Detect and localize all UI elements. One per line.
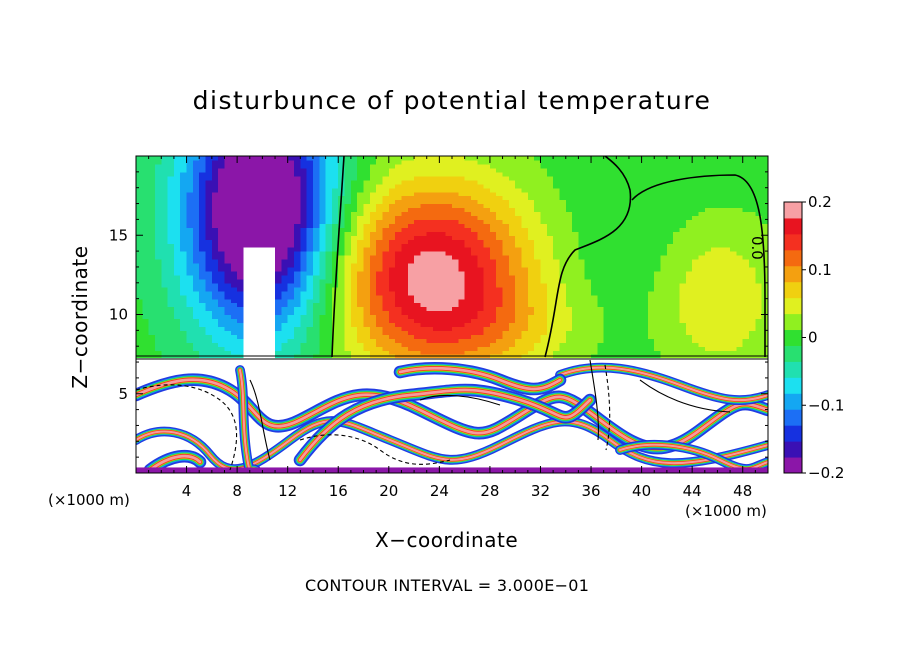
x-tick-label: 44 [683,482,702,500]
colorbar-swatch [784,265,802,283]
x-unit-right: (×1000 m) [685,502,767,520]
colorbar-tick-label: 0 [808,329,818,347]
colorbar-swatch [784,441,802,458]
y-tick-label: 5 [118,385,128,403]
x-tick-label: 24 [430,482,449,500]
colorbar-swatch [784,249,802,267]
y-axis: 5 10 15 [109,171,768,458]
y-tick-label: 15 [109,226,128,244]
colorbar-swatch [784,409,802,426]
colorbar-swatch [784,361,802,378]
x-tick-label: 4 [182,482,192,500]
colorbar-tick-label: −0.1 [808,396,844,414]
colorbar: 0.2 0.1 0 −0.1 −0.2 [783,193,844,482]
boundary-layer-turbulence [136,358,768,473]
colorbar-swatch [784,313,802,331]
x-tick-label: 36 [581,482,600,500]
colorbar-swatch [784,393,802,410]
colorbar-swatch [784,233,802,251]
x-tick-label: 8 [232,482,242,500]
x-axis-label: X−coordinate [375,528,519,552]
heatmap-field [136,156,768,359]
colorbar-swatch [784,281,802,299]
x-tick-label: 28 [480,482,499,500]
contour-interval-note: CONTOUR INTERVAL = 3.000E−01 [305,576,590,595]
x-tick-label: 40 [632,482,651,500]
colorbar-swatch [784,377,802,394]
contour-lines: 0.0 [136,156,768,471]
colorbar-tick-label: −0.2 [808,464,844,482]
x-axis: 4 8 12 16 20 24 28 32 36 40 44 48 [148,156,756,500]
x-tick-label: 16 [329,482,348,500]
colorbar-swatch [784,345,802,362]
x-tick-label: 48 [733,482,752,500]
colorbar-swatch [784,217,802,235]
colorbar-tick-label: 0.1 [808,261,832,279]
x-tick-label: 32 [531,482,550,500]
y-axis-label: Z−coordinate [68,245,92,389]
y-tick-label: 10 [109,306,128,324]
colorbar-swatch [784,457,802,474]
colorbar-swatch [784,297,802,315]
colorbar-swatch [784,202,802,219]
x-tick-label: 12 [278,482,297,500]
colorbar-swatch [784,425,802,442]
contour-label: 0.0 [748,236,766,260]
x-tick-label: 20 [379,482,398,500]
chart-title: disturbunce of potential temperature [192,86,712,115]
colorbar-swatch [784,329,802,346]
x-unit-left: (×1000 m) [48,491,130,509]
colorbar-tick-label: 0.2 [808,193,832,211]
